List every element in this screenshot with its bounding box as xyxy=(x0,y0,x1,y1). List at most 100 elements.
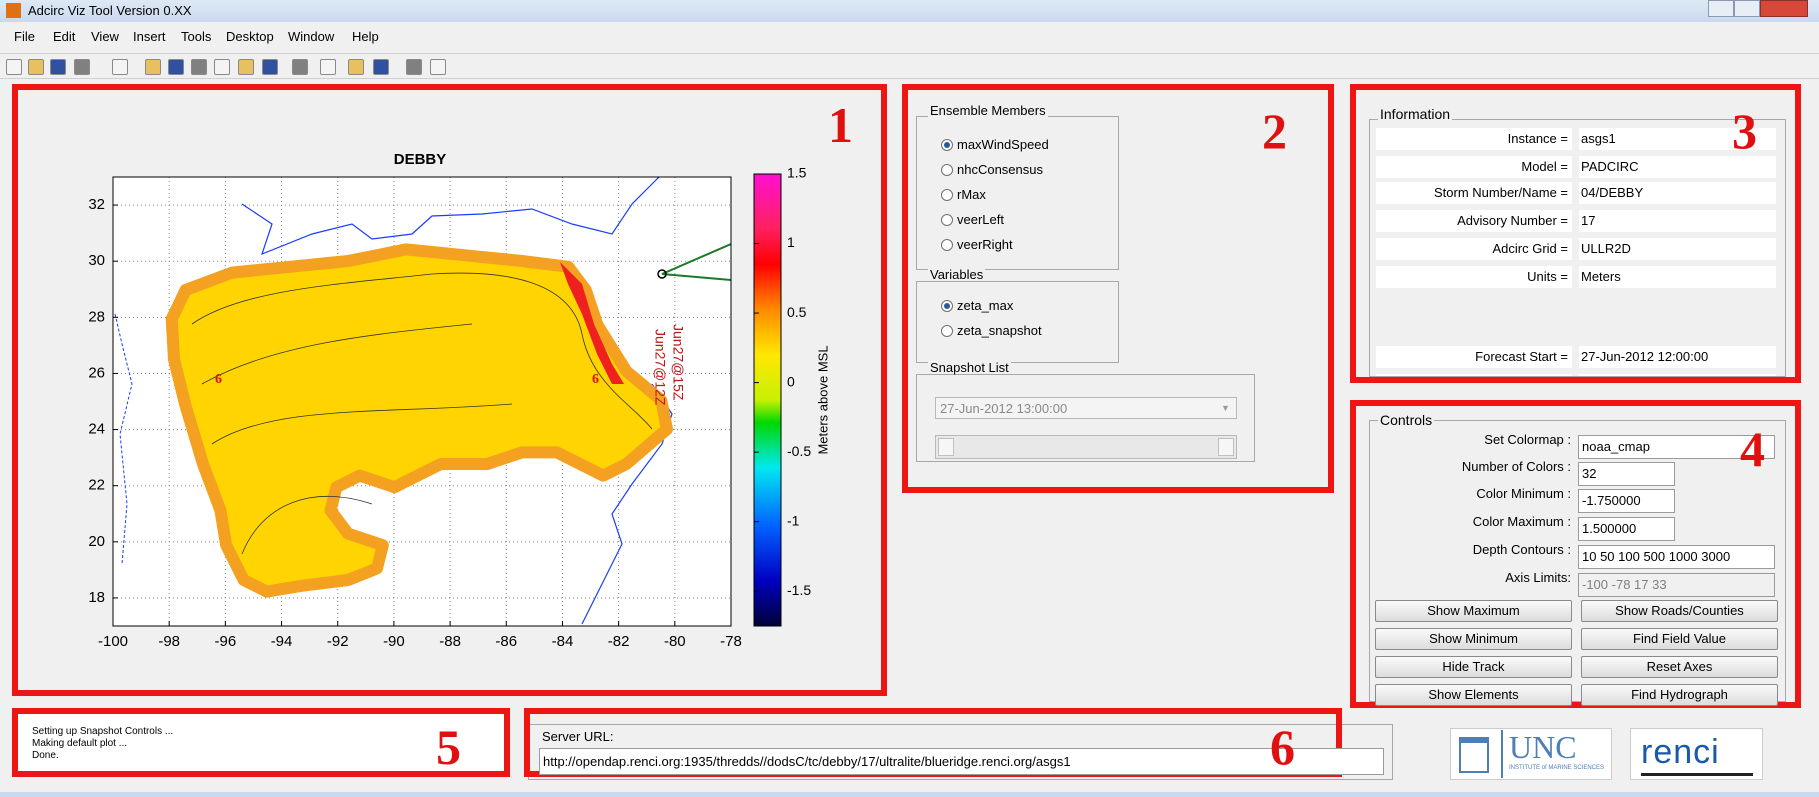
server-url-input[interactable]: http://opendap.renci.org:1935/thredds//d… xyxy=(539,748,1384,775)
toolbar-icon[interactable] xyxy=(168,59,184,75)
control-label: Set Colormap : xyxy=(1484,432,1571,447)
control-button[interactable]: Show Minimum xyxy=(1375,628,1572,650)
toolbar-icon[interactable] xyxy=(406,59,422,75)
control-input[interactable]: -100 -78 17 33 xyxy=(1578,573,1775,597)
radio-label[interactable]: zeta_max xyxy=(957,298,1014,313)
info-label: Forecast End = xyxy=(1376,374,1572,376)
y-tick-label: 26 xyxy=(88,364,105,381)
window-border xyxy=(0,792,1819,797)
menu-item[interactable]: Window xyxy=(288,29,335,44)
group-title: Controls xyxy=(1378,412,1435,428)
information-group: Instance = asgs1 Model = PADCIRC Storm Numbe… xyxy=(1369,119,1786,377)
title-bar: Adcirc Viz Tool Version 0.XX xyxy=(0,0,1819,22)
menu-item[interactable]: Desktop xyxy=(226,29,274,44)
toolbar-icon[interactable] xyxy=(28,59,44,75)
menu-item[interactable]: Help xyxy=(352,29,379,44)
radio-label[interactable]: maxWindSpeed xyxy=(957,137,1049,152)
toolbar-icon[interactable] xyxy=(292,59,308,75)
toolbar-icon[interactable] xyxy=(145,59,161,75)
dropdown-arrow: ▼ xyxy=(1221,403,1230,413)
unc-emblem xyxy=(1459,737,1489,773)
snapshot-dropdown[interactable]: 27-Jun-2012 13:00:00 xyxy=(935,397,1237,419)
storm-track xyxy=(661,273,731,281)
unc-text: UNC xyxy=(1509,729,1577,765)
control-input[interactable]: 32 xyxy=(1578,462,1675,486)
radio-label[interactable]: nhcConsensus xyxy=(957,162,1043,177)
track-label: Jun27@15Z xyxy=(670,324,686,401)
x-tick-label: -84 xyxy=(552,633,574,650)
radio-button[interactable] xyxy=(941,214,953,226)
minimize-button[interactable] xyxy=(1708,0,1734,17)
renci-underline xyxy=(1641,773,1753,776)
snapshot-slider[interactable] xyxy=(935,435,1237,459)
toolbar xyxy=(0,53,1819,79)
toolbar-icon[interactable] xyxy=(430,59,446,75)
control-input[interactable]: 1.500000 xyxy=(1578,517,1675,541)
toolbar-icon[interactable] xyxy=(6,59,22,75)
info-value: 17 xyxy=(1579,210,1776,232)
control-button[interactable]: Show Elements xyxy=(1375,684,1572,706)
toolbar-icon[interactable] xyxy=(214,59,230,75)
toolbar-icon[interactable] xyxy=(262,59,278,75)
menu-item[interactable]: Tools xyxy=(181,29,212,44)
storm-track xyxy=(661,243,731,275)
menu-item[interactable]: Edit xyxy=(53,29,76,44)
menu-item[interactable]: Insert xyxy=(133,29,166,44)
control-button[interactable]: Hide Track xyxy=(1375,656,1572,678)
group-title: Variables xyxy=(928,267,986,282)
radio-button[interactable] xyxy=(941,325,953,337)
toolbar-icon[interactable] xyxy=(238,59,254,75)
plot: DEBBY Jun27@15Z Jun27@12Z 6 6 Meters abo… xyxy=(88,151,830,650)
y-tick-label: 28 xyxy=(88,308,105,325)
close-button[interactable] xyxy=(1760,0,1808,17)
radio-button[interactable] xyxy=(941,164,953,176)
information-panel xyxy=(1350,84,1801,383)
colorbar-label: Meters above MSL xyxy=(815,345,830,454)
slider-left[interactable] xyxy=(938,438,954,456)
radio-label[interactable]: veerLeft xyxy=(957,212,1004,227)
axes-box xyxy=(112,176,732,627)
logo-divider xyxy=(1501,730,1503,778)
status-line: Done. xyxy=(32,750,59,761)
menu-item[interactable]: File xyxy=(14,29,35,44)
maximize-button[interactable] xyxy=(1734,0,1760,17)
renci-text: renci xyxy=(1641,733,1720,771)
control-input[interactable]: -1.750000 xyxy=(1578,489,1675,513)
radio-button[interactable] xyxy=(941,139,953,151)
control-button[interactable]: Find Field Value xyxy=(1581,628,1778,650)
x-tick-label: -86 xyxy=(495,633,517,650)
radio-button[interactable] xyxy=(941,239,953,251)
app-icon xyxy=(6,3,21,18)
info-value: asgs1 xyxy=(1579,128,1776,150)
x-tick-label: -94 xyxy=(271,633,293,650)
plot-title: DEBBY xyxy=(394,151,447,168)
toolbar-icon[interactable] xyxy=(373,59,389,75)
colorbar xyxy=(753,173,782,627)
map xyxy=(114,177,731,625)
radio-label[interactable]: veerRight xyxy=(957,237,1013,252)
radio-label[interactable]: rMax xyxy=(957,187,986,202)
variables-group xyxy=(916,281,1119,363)
toolbar-icon[interactable] xyxy=(74,59,90,75)
menu-item[interactable]: View xyxy=(91,29,119,44)
toolbar-icon[interactable] xyxy=(320,59,336,75)
radio-button[interactable] xyxy=(941,189,953,201)
control-button[interactable]: Find Hydrograph xyxy=(1581,684,1778,706)
toolbar-icon[interactable] xyxy=(348,59,364,75)
control-button[interactable]: Show Maximum xyxy=(1375,600,1572,622)
toolbar-icon[interactable] xyxy=(191,59,207,75)
toolbar-icon[interactable] xyxy=(112,59,128,75)
slider-right[interactable] xyxy=(1218,438,1234,456)
control-input[interactable]: 10 50 100 500 1000 3000 xyxy=(1578,545,1775,569)
radio-label[interactable]: zeta_snapshot xyxy=(957,323,1042,338)
control-label: Color Maximum : xyxy=(1472,514,1571,529)
radio-button[interactable] xyxy=(941,300,953,312)
x-tick-label: -82 xyxy=(608,633,630,650)
info-value: 02-Jul-2012 12:00:00 xyxy=(1579,374,1776,376)
control-button[interactable]: Reset Axes xyxy=(1581,656,1778,678)
control-button[interactable]: Show Roads/Counties xyxy=(1581,600,1778,622)
control-input[interactable]: noaa_cmap xyxy=(1578,435,1775,459)
toolbar-icon[interactable] xyxy=(50,59,66,75)
info-value: 04/DEBBY xyxy=(1579,182,1776,204)
info-value: Meters xyxy=(1579,266,1776,288)
